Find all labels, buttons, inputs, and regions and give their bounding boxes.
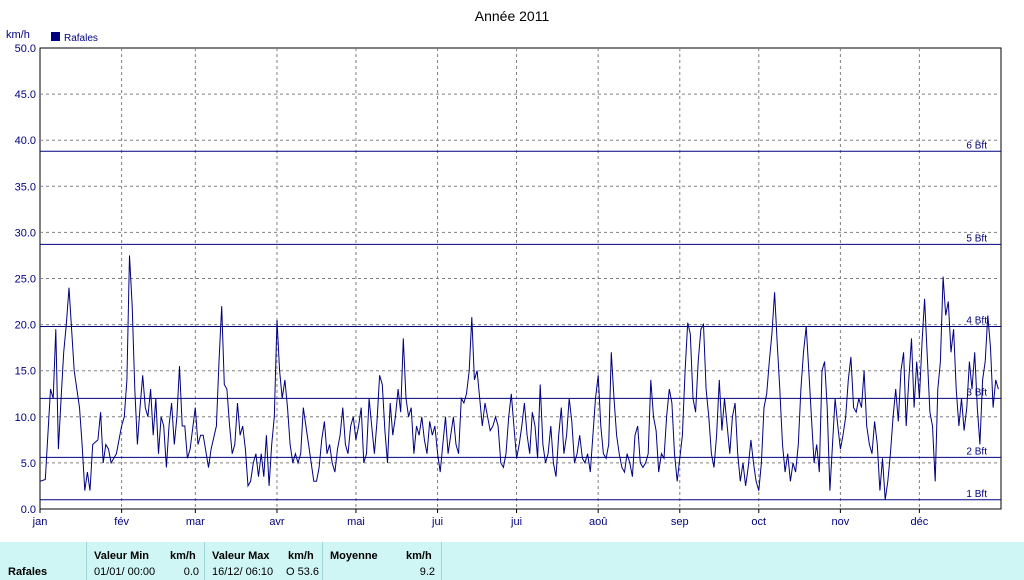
stats-row-label: Rafales — [8, 566, 48, 578]
legend-label: Rafales — [64, 33, 98, 44]
x-tick-label: sep — [671, 516, 689, 528]
min-unit: km/h — [170, 550, 196, 562]
y-tick-label: 30.0 — [15, 227, 36, 239]
max-header: Valeur Max — [212, 550, 270, 562]
x-tick-label: mar — [186, 516, 205, 528]
beaufort-label: 1 Bft — [966, 489, 987, 500]
grid — [40, 48, 1001, 509]
max-value: O 53.6 — [285, 566, 319, 578]
beaufort-label: 4 Bft — [966, 315, 987, 326]
x-tick-label: jan — [32, 516, 48, 528]
x-tick-label: avr — [269, 516, 285, 528]
avg-unit: km/h — [406, 550, 432, 562]
y-tick-label: 25.0 — [15, 274, 36, 286]
avg-header: Moyenne — [330, 550, 378, 562]
min-value: 0.0 — [183, 566, 199, 578]
y-tick-label: 20.0 — [15, 320, 36, 332]
beaufort-label: 6 Bft — [966, 140, 987, 151]
y-tick-label: 50.0 — [15, 43, 36, 55]
y-tick-label: 15.0 — [15, 366, 36, 378]
stats-footer: Rafales Valeur Min km/h 01/01/ 00:00 0.0… — [0, 542, 1024, 580]
x-tick-label: oct — [751, 516, 766, 528]
max-date: 16/12/ 06:10 — [212, 566, 274, 578]
y-tick-label: 10.0 — [15, 412, 36, 424]
min-cell: Valeur Min km/h 01/01/ 00:00 0.0 — [86, 542, 205, 580]
min-header: Valeur Min — [94, 550, 150, 562]
x-tick-label: jui — [510, 516, 522, 528]
legend-swatch — [51, 32, 60, 41]
y-tick-label: 35.0 — [15, 181, 36, 193]
min-date: 01/01/ 00:00 — [94, 566, 156, 578]
max-unit: km/h — [288, 550, 314, 562]
chart-title: Année 2011 — [475, 8, 550, 24]
y-tick-label: 5.0 — [21, 458, 36, 470]
y-tick-label: 45.0 — [15, 89, 36, 101]
x-tick-label: déc — [911, 516, 929, 528]
max-cell: Valeur Max km/h 16/12/ 06:10 O 53.6 — [204, 542, 323, 580]
x-tick-label: jui — [431, 516, 443, 528]
x-tick-label: mai — [347, 516, 365, 528]
y-unit-label: km/h — [6, 29, 30, 41]
beaufort-label: 2 Bft — [966, 446, 987, 457]
y-tick-label: 0.0 — [21, 504, 36, 516]
y-tick-label: 40.0 — [15, 135, 36, 147]
avg-cell: Moyenne km/h 9.2 — [322, 542, 442, 580]
avg-value: 9.2 — [419, 566, 435, 578]
axes: 0.0 5.0 10.0 15.0 20.0 25.0 30.0 35.0 40.0 45.0 50… — [15, 43, 929, 528]
x-tick-label: fév — [114, 516, 129, 528]
x-tick-label: nov — [832, 516, 850, 528]
series-line-rafales — [39, 255, 999, 500]
x-tick-label: aoû — [589, 516, 607, 528]
beaufort-label: 5 Bft — [966, 233, 987, 244]
